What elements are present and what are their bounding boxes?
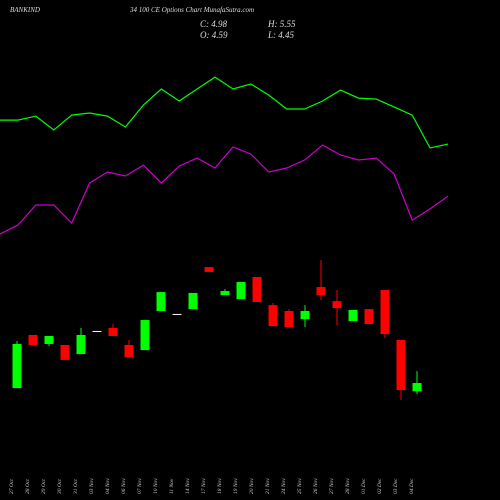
candle-body (140, 320, 150, 351)
x-tick-label: 28 Nov (345, 478, 351, 494)
x-tick-label: 03 Nov (89, 478, 95, 494)
candle-body (124, 345, 134, 357)
close-label: C: 4.98 (200, 19, 228, 29)
x-tick-label: 20 Nov (249, 478, 255, 494)
high-label: H: 5.55 (267, 19, 296, 29)
candle-body (348, 309, 358, 322)
x-tick-label: 24 Nov (280, 478, 287, 494)
x-tick-label: 31 Oct (73, 479, 79, 495)
x-tick-label: 17 Nov (201, 478, 207, 494)
x-tick-label: 14 Nov (184, 478, 191, 494)
candle-body (300, 311, 310, 319)
x-tick-label: 04 Nov (104, 478, 111, 494)
candle-body (60, 345, 70, 360)
candle-body (44, 335, 54, 344)
candle-body (284, 311, 294, 327)
candle-body (28, 334, 38, 346)
x-tick-label: 26 Nov (313, 478, 319, 494)
candle-body (268, 305, 278, 327)
x-tick-label: 29 Oct (41, 479, 47, 494)
candle-body (396, 339, 406, 390)
x-tick-label: 02 Dec (377, 478, 383, 494)
candle-body (252, 276, 262, 302)
candle-body (236, 282, 246, 300)
candle-body (76, 334, 86, 355)
x-tick-label: 28 Oct (25, 479, 31, 494)
x-tick-label: 10 Nov (153, 478, 159, 494)
candle-body (204, 267, 214, 272)
x-tick-label: 18 Nov (217, 478, 223, 494)
indicator-line (0, 76, 449, 149)
candle-body (12, 343, 22, 389)
candle-body (364, 309, 374, 325)
candle-body (156, 292, 166, 312)
x-tick-label: 30 Oct (57, 479, 63, 495)
x-tick-label: 27 Nov (329, 478, 335, 494)
x-tick-label: 06 Nov (121, 478, 127, 494)
candle-body (332, 301, 342, 309)
candle-body (380, 290, 390, 335)
candle-body (412, 383, 422, 392)
x-tick-label: 11 Nov (169, 478, 175, 494)
symbol: BANKIND (10, 6, 40, 14)
candle-body (188, 292, 198, 310)
candle-body (172, 313, 182, 315)
x-tick-label: 04 Dec (408, 478, 415, 494)
x-tick-label: 19 Nov (233, 478, 239, 494)
candle-body (108, 328, 118, 336)
x-tick-label: 21 Nov (265, 478, 271, 494)
x-tick-label: 01 Dec (361, 478, 367, 494)
x-tick-label: 03 Dec (393, 478, 399, 494)
candle-body (316, 287, 326, 296)
open-label: O: 4.59 (200, 30, 228, 40)
x-tick-label: 07 Nov (137, 478, 143, 494)
candle-body (220, 291, 230, 296)
x-tick-label: 25 Nov (297, 478, 303, 494)
indicator-line (0, 144, 449, 235)
chart-title: 34 100 CE Options Chart MunafaSutra.com (129, 6, 254, 14)
candle-body (92, 330, 102, 332)
x-tick-label: 27 Oct (9, 479, 15, 494)
low-label: L: 4.45 (267, 30, 295, 40)
